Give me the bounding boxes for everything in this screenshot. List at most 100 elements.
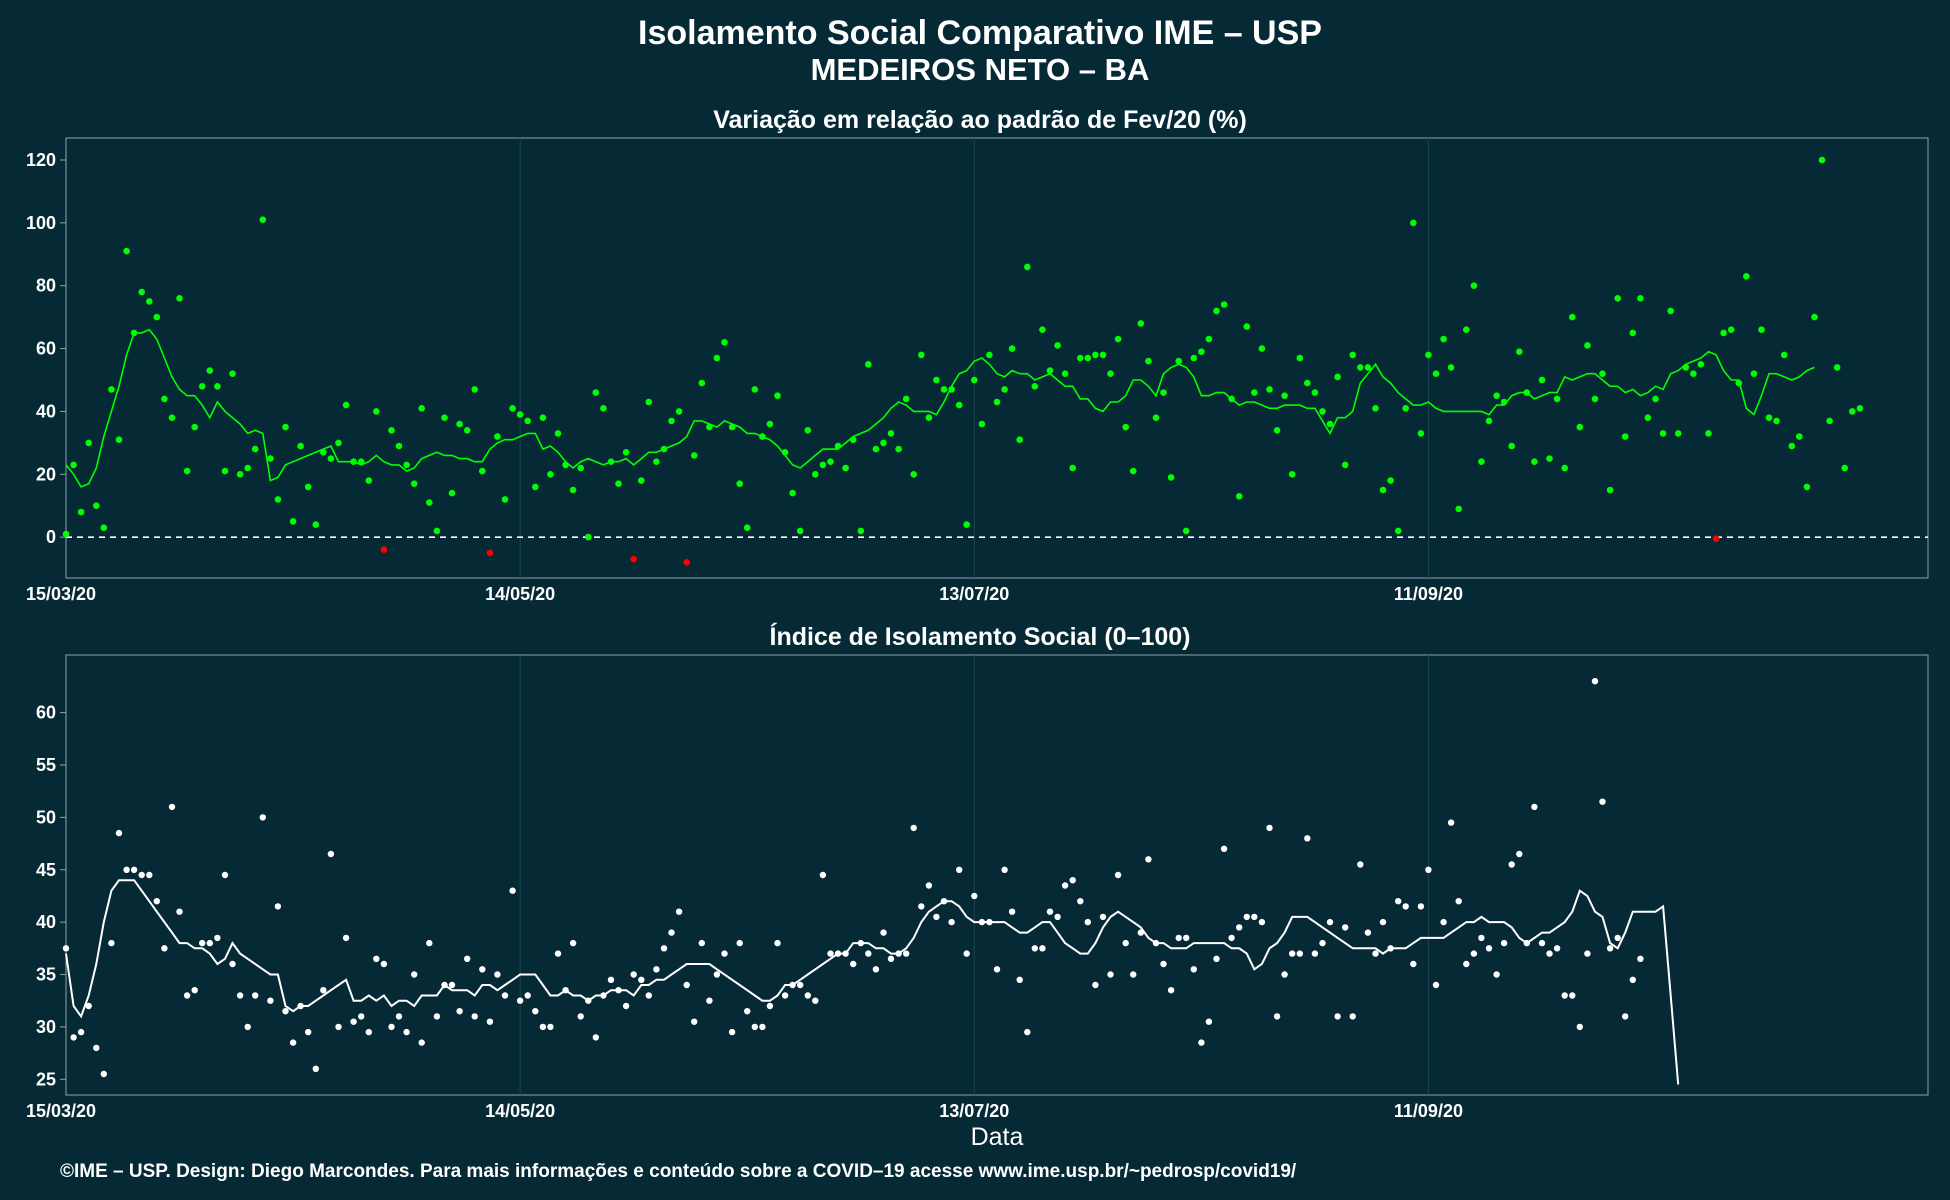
bottom-data-point: [1447, 819, 1455, 826]
bottom-data-point: [554, 950, 562, 957]
bottom-data-point: [373, 955, 380, 962]
top-data-point: [456, 420, 463, 428]
top-data-point: [547, 471, 554, 478]
top-data-point: [1856, 405, 1864, 412]
bottom-data-point: [1319, 939, 1326, 947]
top-data-point: [373, 408, 380, 415]
top-data-point: [410, 480, 418, 488]
bottom-data-point: [252, 992, 259, 999]
top-data-point: [501, 496, 509, 503]
bottom-data-point: [108, 939, 115, 947]
top-data-point: [1500, 398, 1508, 406]
top-data-point: [1553, 395, 1561, 403]
top-data-point: [1644, 414, 1652, 422]
bottom-data-point: [1039, 945, 1046, 952]
top-data-point: [948, 386, 955, 393]
top-data-point: [342, 401, 350, 409]
top-data-point: [834, 442, 842, 450]
bottom-data-point: [1402, 903, 1409, 910]
bottom-data-point: [1326, 918, 1334, 926]
top-data-point: [183, 467, 191, 475]
bottom-data-point: [1440, 918, 1447, 926]
bottom-data-point: [1198, 1039, 1205, 1046]
top-data-point: [1712, 535, 1720, 542]
top-data-point: [1129, 467, 1137, 475]
bottom-data-point: [600, 992, 607, 999]
bottom-data-point: [1266, 824, 1273, 832]
top-data-point: [1357, 364, 1364, 371]
top-data-point: [1440, 335, 1447, 343]
top-data-point: [1818, 156, 1826, 164]
bottom-data-point: [70, 1034, 77, 1041]
top-data-point: [304, 483, 312, 491]
bottom-data-point: [100, 1070, 108, 1078]
top-data-point: [554, 430, 562, 437]
bottom-x-tick-label: 13/07/20: [939, 1101, 1009, 1121]
bottom-data-point: [1432, 981, 1440, 989]
bottom-data-point: [963, 950, 970, 957]
bottom-data-point: [940, 898, 948, 905]
top-data-point: [1061, 370, 1069, 378]
bottom-data-point: [638, 976, 645, 983]
top-data-point: [1765, 414, 1773, 422]
bottom-data-point: [1213, 955, 1220, 962]
bottom-data-point: [706, 997, 713, 1004]
top-data-point: [978, 420, 986, 428]
top-data-point: [486, 549, 494, 557]
top-data-point: [993, 398, 1001, 406]
bottom-data-point: [1008, 908, 1016, 915]
top-data-point: [1478, 458, 1485, 466]
bottom-data-point: [320, 987, 327, 994]
top-data-point: [267, 455, 274, 462]
bottom-data-point: [1220, 845, 1228, 852]
top-data-point: [153, 313, 161, 321]
bottom-data-point: [1190, 966, 1198, 973]
bottom-data-point: [214, 934, 221, 942]
top-data-point: [221, 467, 229, 475]
bottom-data-point: [1622, 1013, 1629, 1020]
bottom-data-point: [464, 955, 471, 962]
top-data-point: [1319, 408, 1326, 415]
top-data-point: [713, 354, 721, 362]
bottom-data-point: [577, 1013, 584, 1020]
bottom-data-point: [327, 850, 335, 858]
top-chart-panel: 15/03/20 14/05/20 13/07/20 11/09/20 0 20 40 60 8…: [26, 137, 1929, 604]
top-data-point: [93, 502, 100, 510]
bottom-data-point: [532, 1008, 539, 1015]
top-data-point: [1659, 430, 1667, 437]
top-data-point: [1069, 464, 1076, 472]
top-data-point: [1796, 433, 1803, 440]
bottom-data-point: [1130, 971, 1137, 978]
bottom-data-point: [751, 1023, 758, 1031]
top-data-point: [161, 395, 168, 403]
top-data-point: [1773, 417, 1780, 425]
bottom-y-tick-label: 40: [36, 912, 56, 932]
bottom-data-point: [834, 950, 842, 957]
top-data-point: [236, 471, 244, 478]
bottom-data-point: [1349, 1013, 1356, 1020]
bottom-data-point: [781, 992, 789, 999]
bottom-data-point: [918, 903, 925, 910]
bottom-y-tick-label: 45: [36, 860, 56, 880]
top-data-point: [1410, 219, 1417, 227]
bottom-data-point: [539, 1023, 547, 1031]
bottom-y-tick-label: 55: [36, 755, 56, 775]
top-data-point: [1780, 351, 1788, 359]
bottom-data-point: [1387, 945, 1394, 952]
top-data-point: [1213, 307, 1220, 315]
top-data-point: [1341, 461, 1349, 469]
top-data-point: [1758, 326, 1765, 334]
top-data-point: [1167, 474, 1175, 481]
bottom-data-point: [1031, 945, 1039, 952]
top-data-point: [282, 423, 289, 431]
top-data-point: [1523, 389, 1531, 396]
top-data-point: [350, 458, 357, 466]
top-data-point: [849, 436, 857, 444]
top-data-point: [214, 383, 221, 390]
bottom-data-point: [1205, 1018, 1213, 1025]
bottom-data-point: [1273, 1013, 1281, 1020]
top-data-point: [123, 247, 130, 255]
bottom-data-point: [1296, 950, 1304, 957]
top-data-point: [1833, 364, 1841, 371]
bottom-data-point: [509, 887, 516, 894]
